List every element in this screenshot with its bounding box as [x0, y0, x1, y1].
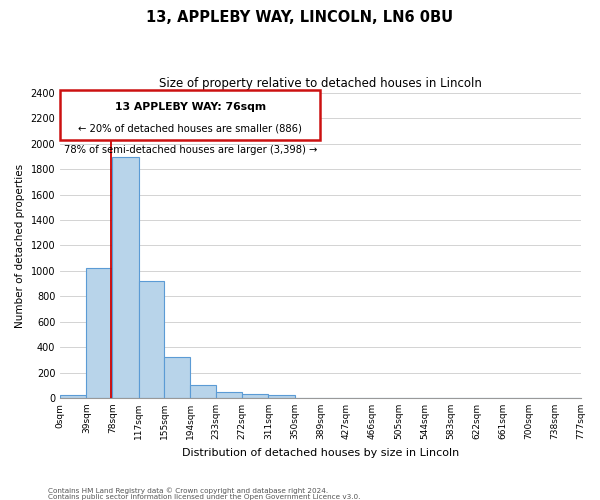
- Bar: [164, 358, 190, 398]
- X-axis label: Distribution of detached houses by size in Lincoln: Distribution of detached houses by size …: [182, 448, 459, 458]
- Y-axis label: Number of detached properties: Number of detached properties: [15, 164, 25, 328]
- Bar: [86, 268, 112, 398]
- Bar: [112, 156, 139, 398]
- Text: 13, APPLEBY WAY, LINCOLN, LN6 0BU: 13, APPLEBY WAY, LINCOLN, LN6 0BU: [146, 10, 454, 25]
- FancyBboxPatch shape: [60, 90, 320, 140]
- Bar: [216, 392, 242, 398]
- Bar: [60, 396, 86, 398]
- Text: Contains public sector information licensed under the Open Government Licence v3: Contains public sector information licen…: [48, 494, 361, 500]
- Text: 78% of semi-detached houses are larger (3,398) →: 78% of semi-detached houses are larger (…: [64, 145, 317, 155]
- Bar: [190, 384, 216, 398]
- Text: 13 APPLEBY WAY: 76sqm: 13 APPLEBY WAY: 76sqm: [115, 102, 266, 112]
- Bar: [139, 281, 164, 398]
- Bar: [242, 394, 268, 398]
- Title: Size of property relative to detached houses in Lincoln: Size of property relative to detached ho…: [159, 78, 482, 90]
- Bar: [268, 396, 295, 398]
- Text: Contains HM Land Registry data © Crown copyright and database right 2024.: Contains HM Land Registry data © Crown c…: [48, 487, 328, 494]
- Text: ← 20% of detached houses are smaller (886): ← 20% of detached houses are smaller (88…: [79, 124, 302, 134]
